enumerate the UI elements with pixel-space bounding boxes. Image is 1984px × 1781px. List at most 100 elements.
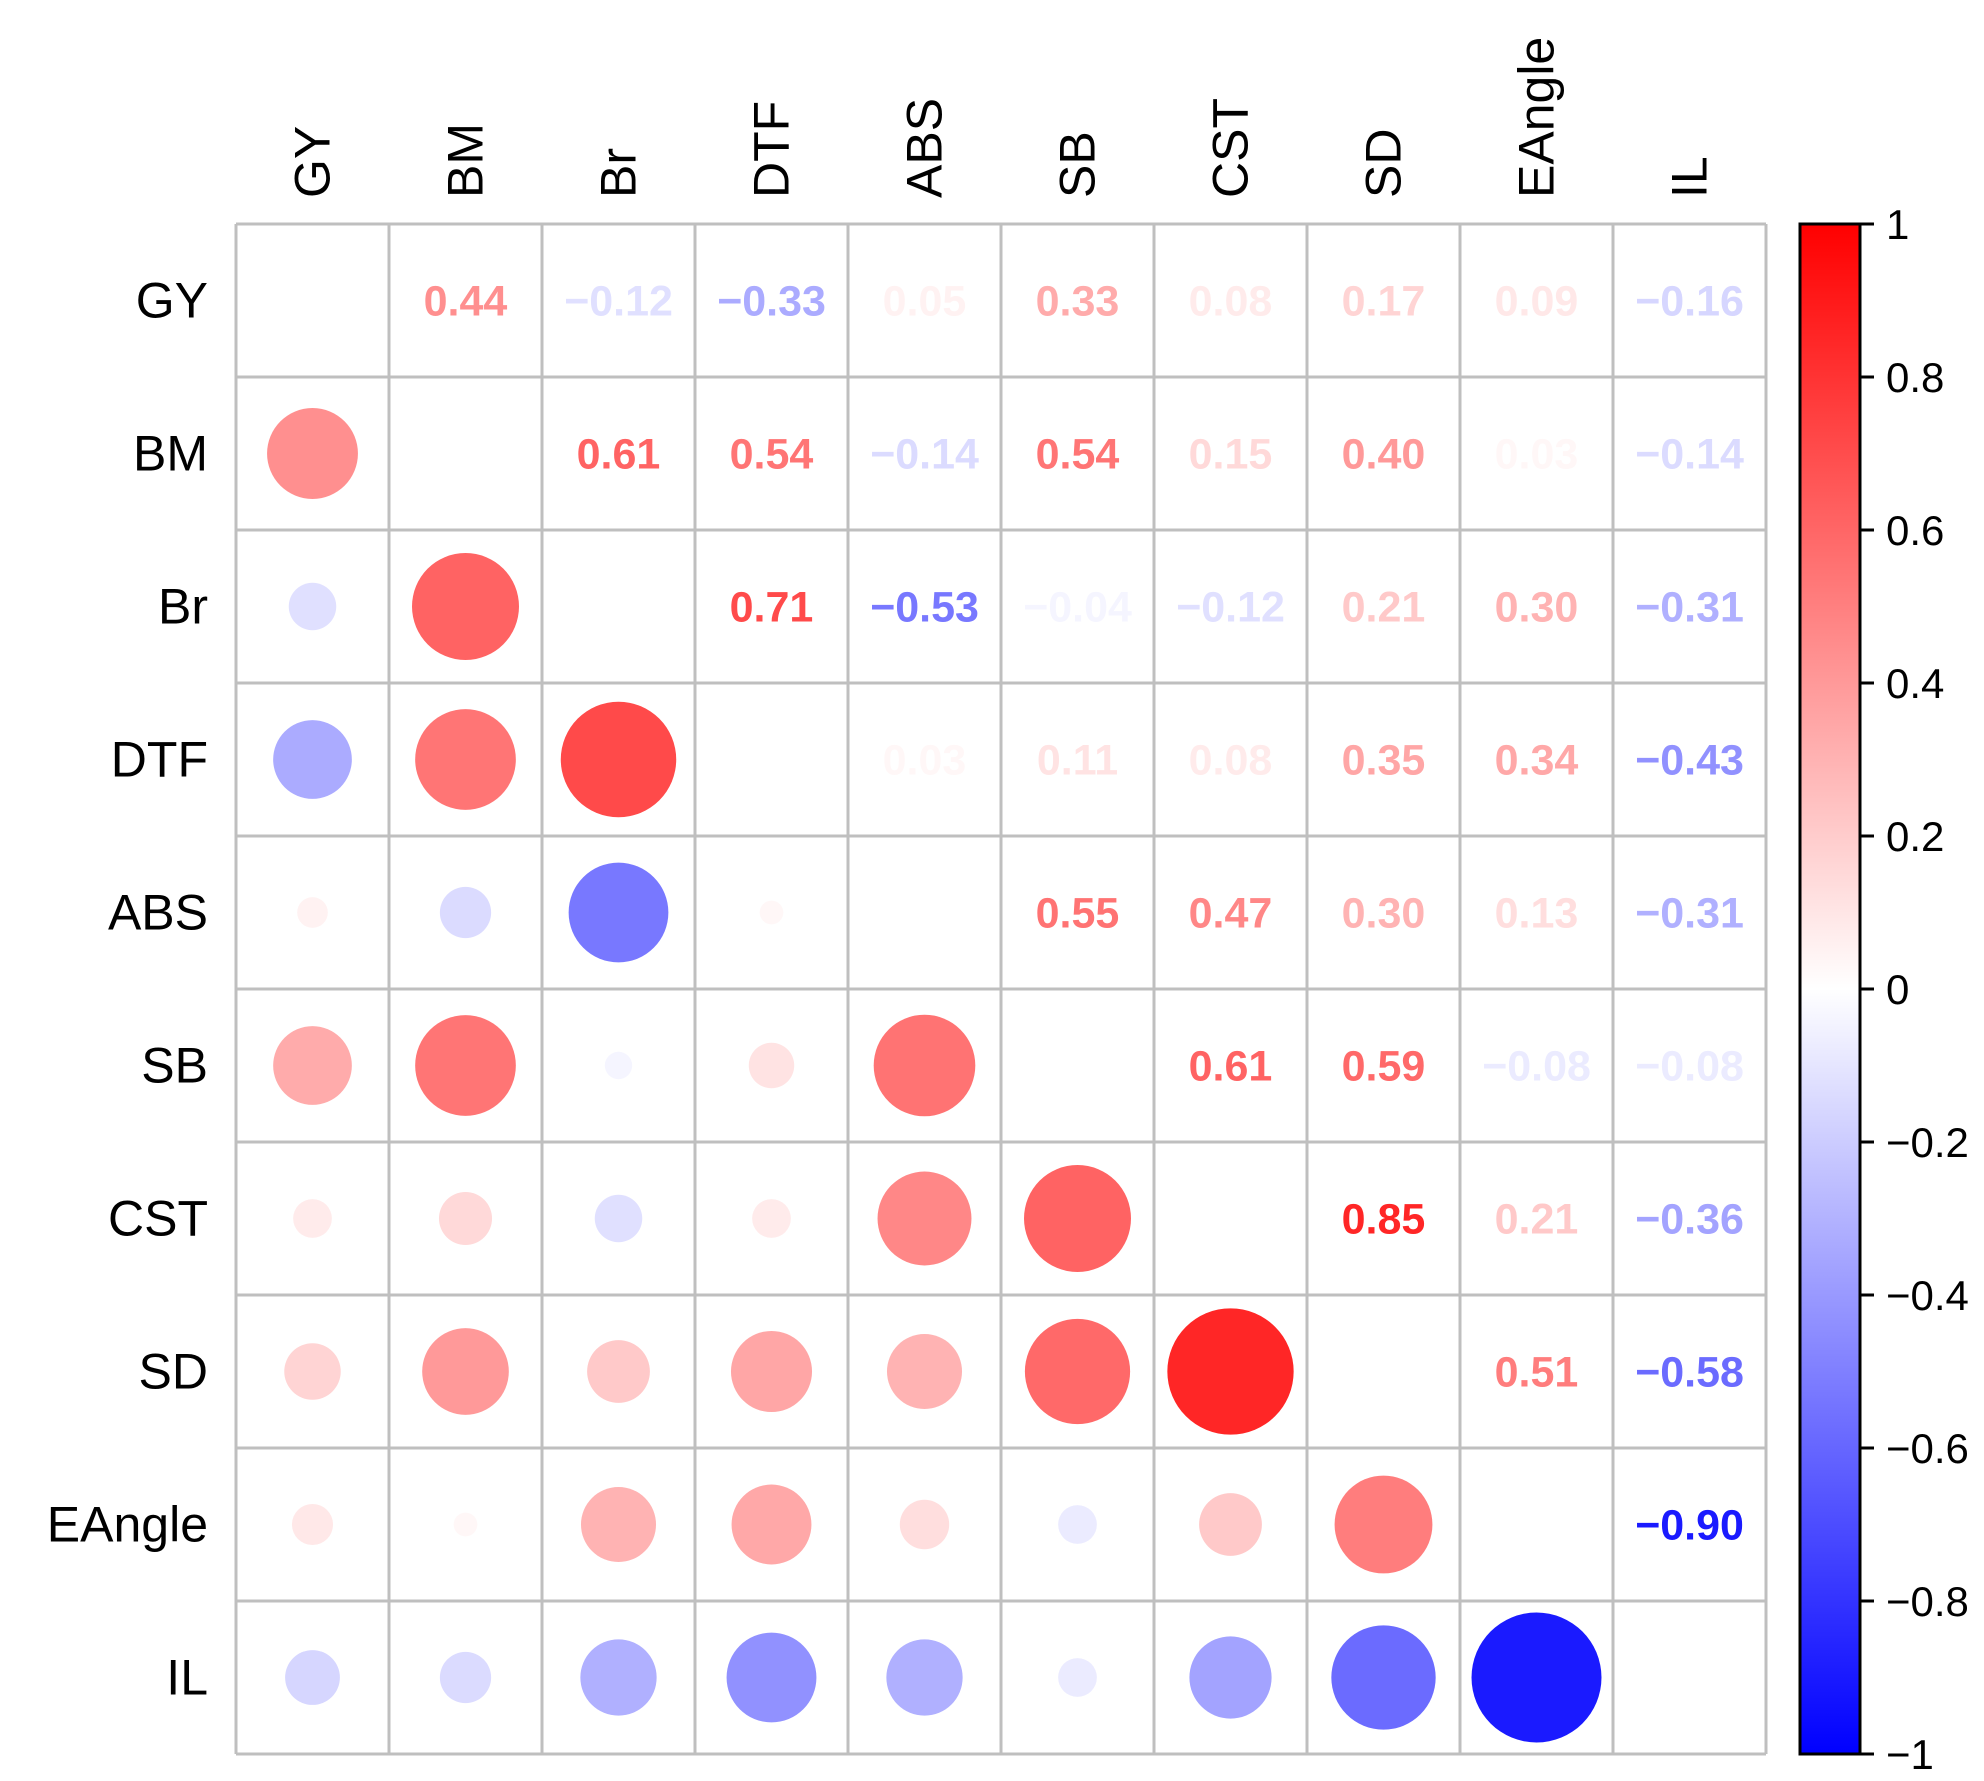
circle-eangle-br bbox=[580, 1486, 657, 1563]
circle-br-gy bbox=[288, 582, 337, 631]
value-sb-il: −0.08 bbox=[1635, 1043, 1744, 1091]
value-bm-eangle: 0.03 bbox=[1495, 431, 1579, 479]
upper-triangle-values: 0.44 −0.12 −0.33 0.05 0.33 0.08 0.17 0.09 −0.16 0… bbox=[424, 278, 1744, 1550]
circle-eangle-cst bbox=[1199, 1493, 1262, 1556]
value-abs-cst: 0.47 bbox=[1189, 890, 1273, 938]
colorbar-tick-label: 0.4 bbox=[1886, 660, 1944, 707]
circle-abs-dtf bbox=[759, 900, 784, 925]
circle-sd-abs bbox=[886, 1333, 963, 1410]
circle-sd-dtf bbox=[730, 1330, 813, 1413]
value-gy-br: −0.12 bbox=[564, 278, 673, 326]
value-gy-sb: 0.33 bbox=[1036, 278, 1120, 326]
value-sb-sd: 0.59 bbox=[1342, 1043, 1426, 1091]
circle-eangle-sd bbox=[1334, 1475, 1433, 1574]
circle-dtf-br bbox=[560, 701, 677, 818]
circle-sb-gy bbox=[273, 1026, 352, 1105]
column-label-gy: GY bbox=[285, 126, 341, 198]
colorbar-tick-label: 0.8 bbox=[1886, 354, 1944, 401]
circle-br-bm bbox=[411, 552, 520, 661]
value-dtf-il: −0.43 bbox=[1635, 737, 1744, 785]
row-label-sd: SD bbox=[139, 1344, 208, 1400]
value-bm-dtf: 0.54 bbox=[730, 431, 814, 479]
value-bm-sd: 0.40 bbox=[1342, 431, 1426, 479]
value-sb-cst: 0.61 bbox=[1189, 1043, 1273, 1091]
value-dtf-eangle: 0.34 bbox=[1495, 737, 1579, 785]
value-abs-eangle: 0.13 bbox=[1495, 890, 1579, 938]
value-gy-dtf: −0.33 bbox=[717, 278, 826, 326]
column-label-cst: CST bbox=[1203, 98, 1259, 198]
row-labels: GY BM Br DTF ABS SB CST SD EAngle IL bbox=[47, 273, 208, 1706]
circle-cst-bm bbox=[438, 1191, 493, 1246]
value-sd-il: −0.58 bbox=[1635, 1349, 1744, 1397]
value-gy-cst: 0.08 bbox=[1189, 278, 1273, 326]
colorbar-tick-label: −0.4 bbox=[1886, 1272, 1969, 1319]
value-abs-sd: 0.30 bbox=[1342, 890, 1426, 938]
colorbar-tick-label: −0.2 bbox=[1886, 1119, 1969, 1166]
value-br-cst: −0.12 bbox=[1176, 584, 1285, 632]
lower-triangle-circles bbox=[267, 408, 1602, 1743]
circle-il-gy bbox=[285, 1650, 340, 1705]
value-br-dtf: 0.71 bbox=[730, 584, 814, 632]
value-dtf-cst: 0.08 bbox=[1189, 737, 1273, 785]
column-label-sb: SB bbox=[1050, 131, 1106, 198]
colorbar-tick-label: −1 bbox=[1886, 1731, 1934, 1778]
circle-eangle-bm bbox=[453, 1512, 478, 1537]
row-label-sb: SB bbox=[141, 1038, 208, 1094]
value-br-eangle: 0.30 bbox=[1495, 584, 1579, 632]
value-br-sb: −0.04 bbox=[1023, 584, 1132, 632]
circle-sb-abs bbox=[873, 1014, 976, 1117]
value-dtf-abs: 0.03 bbox=[883, 737, 967, 785]
value-br-sd: 0.21 bbox=[1342, 584, 1426, 632]
value-br-abs: −0.53 bbox=[870, 584, 979, 632]
circle-eangle-gy bbox=[291, 1503, 334, 1546]
value-bm-cst: 0.15 bbox=[1189, 431, 1273, 479]
row-label-abs: ABS bbox=[108, 885, 208, 941]
circle-sd-gy bbox=[284, 1343, 341, 1400]
value-abs-sb: 0.55 bbox=[1036, 890, 1120, 938]
value-gy-bm: 0.44 bbox=[424, 278, 508, 326]
row-label-bm: BM bbox=[133, 426, 208, 482]
circle-sd-cst bbox=[1167, 1308, 1294, 1435]
value-sb-eangle: −0.08 bbox=[1482, 1043, 1591, 1091]
circle-dtf-bm bbox=[415, 709, 516, 810]
colorbar-tick-label: 1 bbox=[1886, 201, 1909, 248]
colorbar-tick-label: 0.2 bbox=[1886, 813, 1944, 860]
circle-abs-br bbox=[568, 862, 669, 963]
colorbar-tick-label: 0.6 bbox=[1886, 507, 1944, 554]
column-label-il: IL bbox=[1662, 156, 1718, 198]
column-labels: GY BM Br DTF ABS SB CST SD EAngle IL bbox=[285, 37, 1718, 198]
circle-il-cst bbox=[1189, 1636, 1272, 1719]
row-label-dtf: DTF bbox=[111, 732, 208, 788]
value-bm-il: −0.14 bbox=[1635, 431, 1744, 479]
circle-sd-bm bbox=[422, 1328, 509, 1415]
circle-sb-bm bbox=[415, 1015, 516, 1116]
value-abs-il: −0.31 bbox=[1635, 890, 1744, 938]
value-bm-br: 0.61 bbox=[577, 431, 661, 479]
row-label-eangle: EAngle bbox=[47, 1497, 208, 1553]
circle-abs-gy bbox=[297, 897, 328, 928]
colorbar-tick-label: −0.8 bbox=[1886, 1578, 1969, 1625]
column-label-br: Br bbox=[591, 148, 647, 198]
colorbar-tick-label: 0 bbox=[1886, 966, 1909, 1013]
value-eangle-il: −0.90 bbox=[1635, 1502, 1744, 1550]
value-cst-il: −0.36 bbox=[1635, 1196, 1744, 1244]
circle-eangle-abs bbox=[899, 1499, 950, 1550]
circle-il-br bbox=[580, 1639, 657, 1716]
circle-il-sb bbox=[1058, 1658, 1097, 1697]
row-label-gy: GY bbox=[136, 273, 208, 329]
circle-dtf-gy bbox=[273, 720, 352, 799]
row-label-cst: CST bbox=[108, 1191, 208, 1247]
circle-sd-br bbox=[587, 1340, 650, 1403]
circle-eangle-dtf bbox=[731, 1484, 812, 1565]
value-gy-eangle: 0.09 bbox=[1495, 278, 1579, 326]
value-dtf-sb: 0.11 bbox=[1037, 737, 1118, 785]
circle-cst-sb bbox=[1023, 1164, 1132, 1273]
value-sd-eangle: 0.51 bbox=[1495, 1349, 1579, 1397]
circle-cst-dtf bbox=[752, 1199, 791, 1238]
colorbar-tick-label: −0.6 bbox=[1886, 1425, 1969, 1472]
circle-cst-gy bbox=[293, 1199, 332, 1238]
column-label-bm: BM bbox=[438, 123, 494, 198]
circle-cst-abs bbox=[877, 1171, 972, 1266]
row-label-il: IL bbox=[166, 1650, 208, 1706]
